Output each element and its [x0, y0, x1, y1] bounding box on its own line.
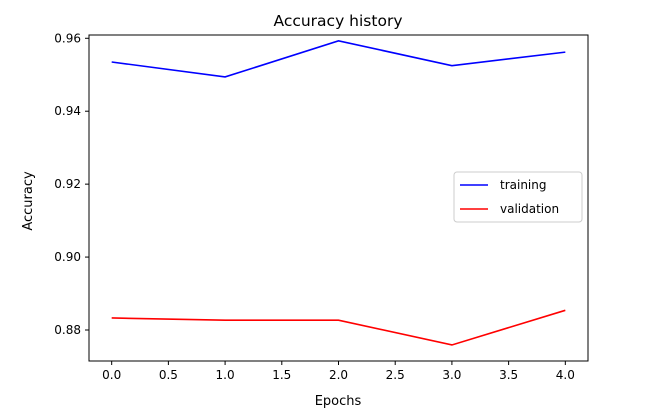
- series-lines: [111, 40, 566, 346]
- legend-label: validation: [500, 202, 559, 216]
- plot-frame: [88, 34, 589, 362]
- x-axis-label: Epochs: [315, 394, 362, 409]
- legend-label: training: [500, 178, 547, 192]
- x-tick-label: 0.5: [159, 368, 178, 382]
- x-tick-label: 3.0: [442, 368, 461, 382]
- x-tick-label: 4.0: [556, 368, 575, 382]
- x-tick-label: 1.0: [216, 368, 235, 382]
- legend: training validation: [453, 171, 583, 223]
- x-tick-label: 0.0: [102, 368, 121, 382]
- axis-ticks: 0.0 0.5 1.0 1.5 2.0 2.5 3.0 3.5 4.0 0.88 0.90 0.92 0…: [54, 31, 575, 382]
- series-line-training: [111, 40, 566, 78]
- y-axis-label: Accuracy: [21, 171, 36, 231]
- y-tick-label: 0.90: [54, 250, 81, 264]
- y-tick-label: 0.88: [54, 323, 81, 337]
- y-tick-label: 0.94: [54, 104, 81, 118]
- y-tick-label: 0.92: [54, 177, 81, 191]
- series-line-validation: [111, 309, 566, 346]
- x-tick-label: 3.5: [499, 368, 518, 382]
- x-tick-label: 1.5: [272, 368, 291, 382]
- x-tick-label: 2.0: [329, 368, 348, 382]
- y-tick-label: 0.96: [54, 31, 81, 45]
- chart-title: Accuracy history: [273, 12, 402, 30]
- x-tick-label: 2.5: [386, 368, 405, 382]
